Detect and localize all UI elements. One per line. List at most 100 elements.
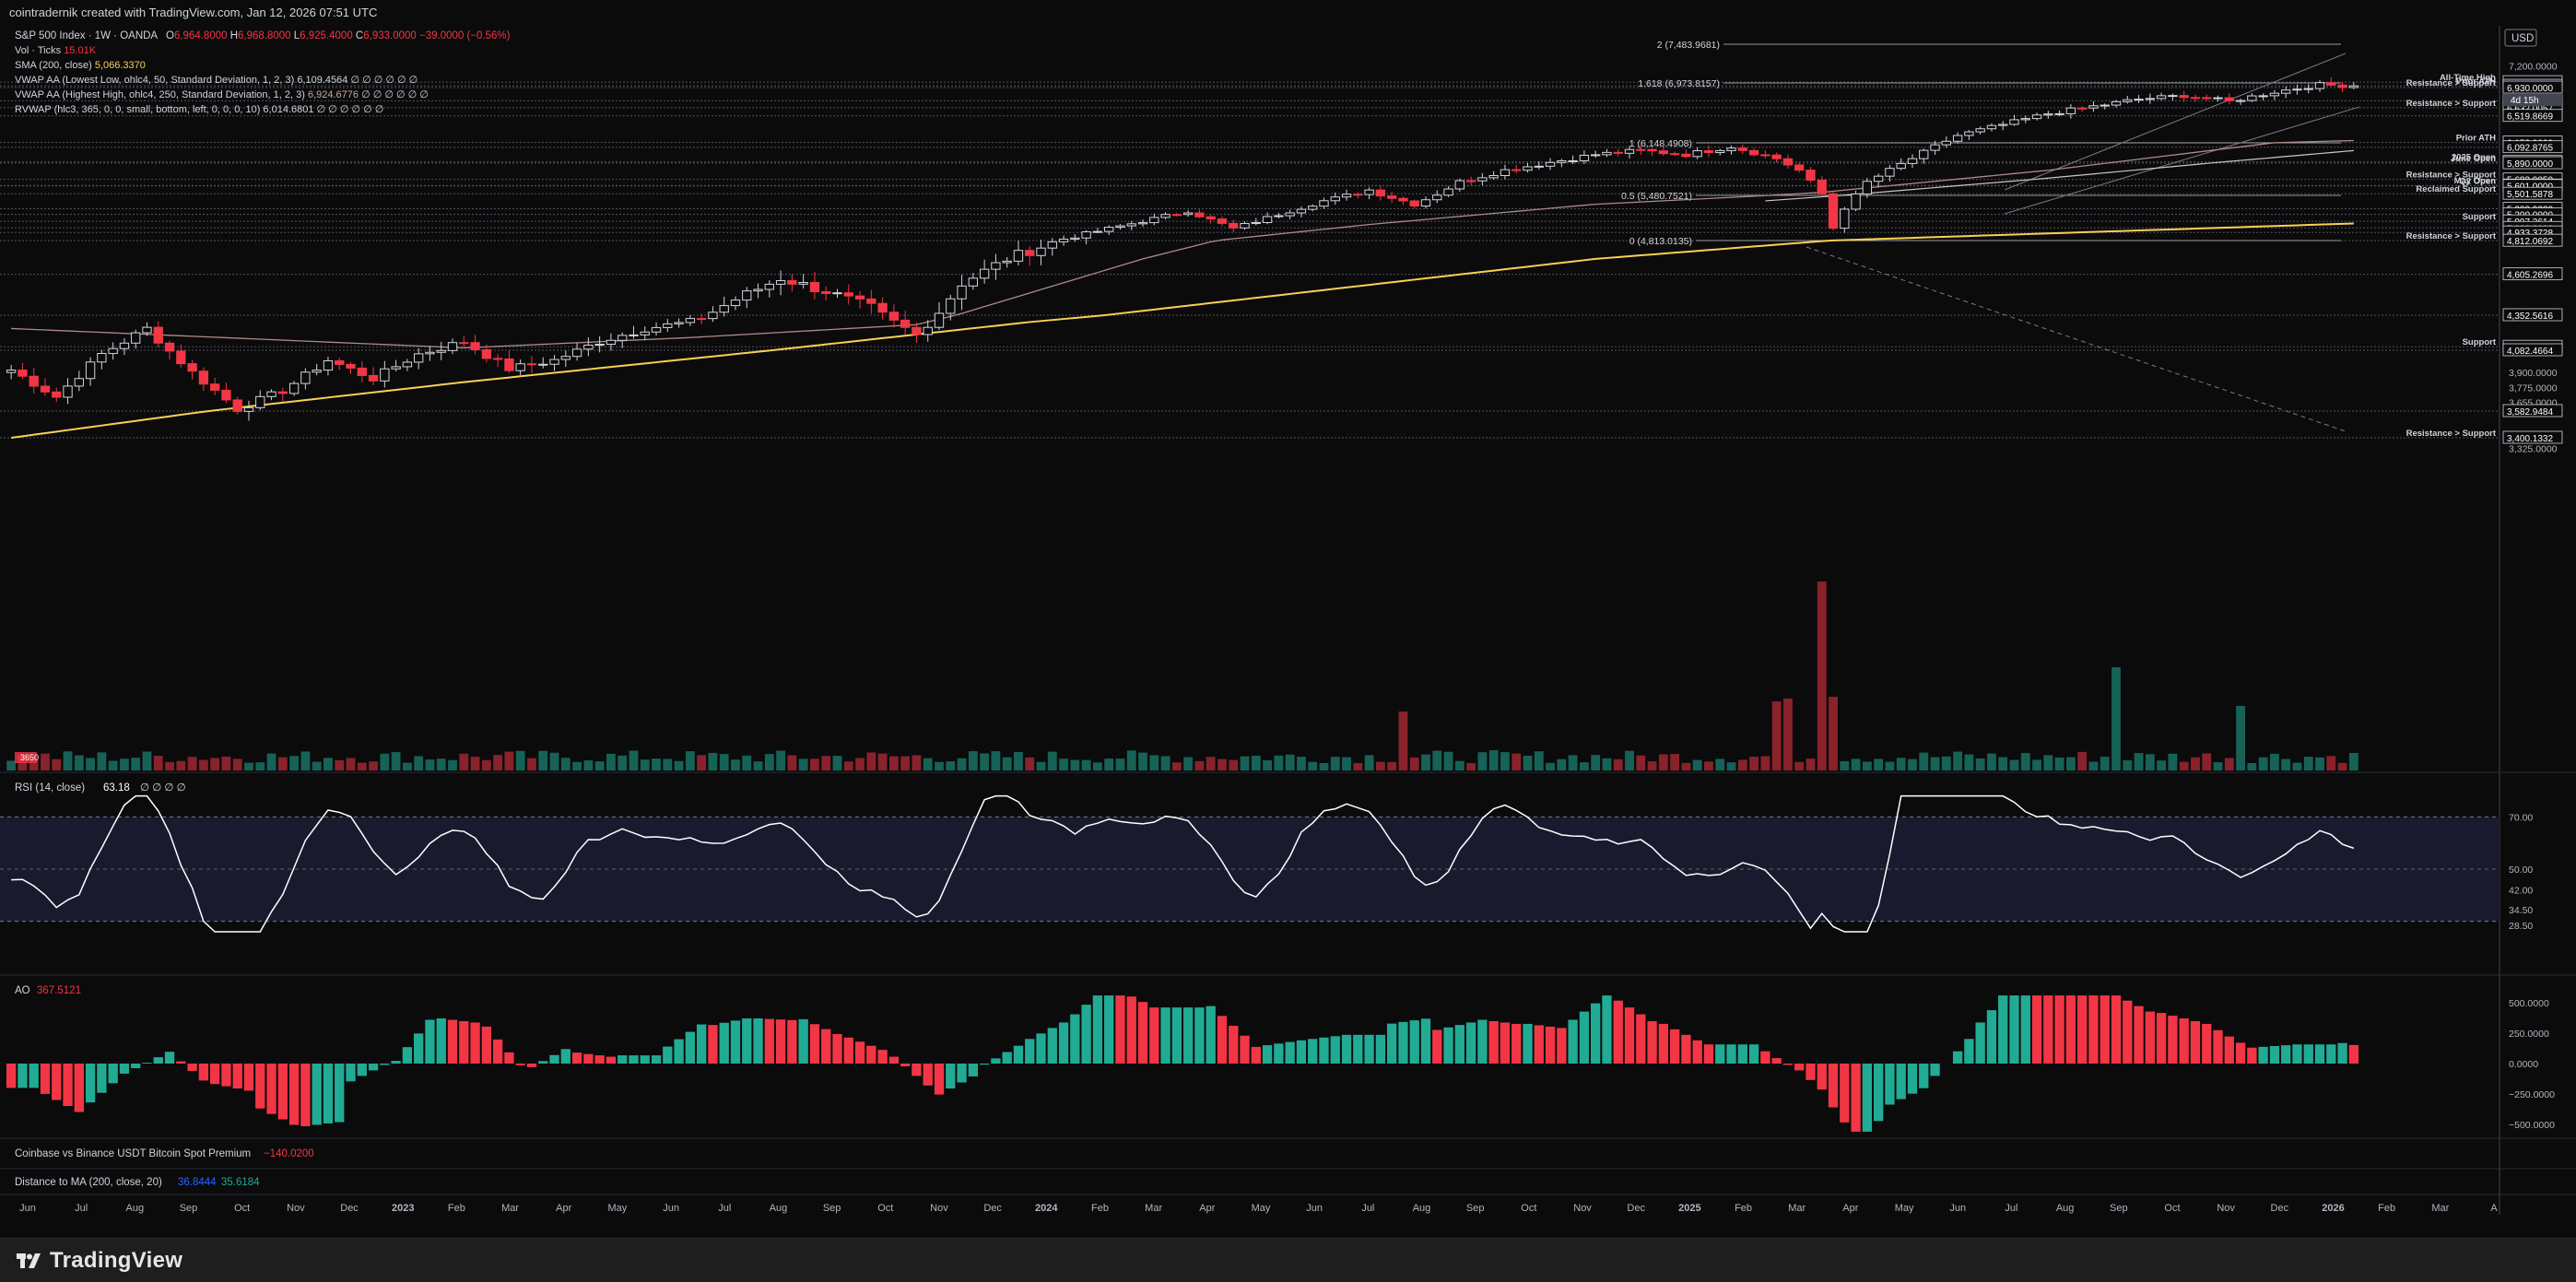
candle-body bbox=[1149, 217, 1159, 224]
candle-body bbox=[934, 312, 945, 328]
volume-bar bbox=[2258, 757, 2268, 770]
legend-indicator: VWAP AA (Lowest Low, ohlc4, 50, Standard… bbox=[15, 75, 418, 86]
candle-body bbox=[2314, 82, 2325, 89]
ao-bar bbox=[1274, 1043, 1284, 1064]
candle-body bbox=[300, 371, 311, 384]
ao-bar bbox=[210, 1064, 220, 1085]
candle-body bbox=[243, 406, 254, 412]
volume-bar bbox=[877, 753, 888, 770]
volume-bar bbox=[1896, 758, 1906, 770]
legend-indicator-name: Vol · Ticks bbox=[15, 45, 64, 56]
volume-bar bbox=[2145, 754, 2155, 770]
ao-bar bbox=[6, 1064, 17, 1088]
ao-bar bbox=[40, 1064, 51, 1094]
candle-body bbox=[63, 385, 73, 398]
ao-bar bbox=[1104, 995, 1114, 1064]
volume-bar bbox=[515, 750, 525, 770]
ao-bar bbox=[2168, 1016, 2178, 1064]
volume-bar bbox=[2236, 706, 2245, 770]
candle-body bbox=[1171, 214, 1182, 217]
countdown-box bbox=[2503, 93, 2562, 107]
ao-bar bbox=[232, 1064, 242, 1088]
channel-lower bbox=[2004, 106, 2360, 215]
candle-body bbox=[2213, 97, 2223, 100]
distance-title: Distance to MA (200, close, 20) bbox=[15, 1177, 162, 1188]
volume-bar bbox=[855, 758, 865, 770]
candle-body bbox=[594, 344, 605, 347]
ao-bar bbox=[2326, 1044, 2336, 1064]
volume-bar bbox=[86, 758, 96, 770]
volume-bar bbox=[1171, 762, 1182, 770]
candle-body bbox=[131, 332, 141, 344]
volume-bar bbox=[1579, 762, 1589, 770]
candle-body bbox=[1443, 188, 1453, 196]
volume-bar bbox=[1862, 761, 1872, 770]
ao-bar bbox=[1647, 1020, 1657, 1064]
volume-bar bbox=[1308, 761, 1318, 770]
volume-bar bbox=[606, 753, 616, 770]
candle-body bbox=[1726, 147, 1736, 151]
level-price-label: 6,519.8669 bbox=[2507, 112, 2553, 123]
time-tick: Jul bbox=[2005, 1203, 2017, 1214]
candle-body bbox=[97, 353, 107, 363]
candle-body bbox=[1907, 158, 1918, 164]
candle-body bbox=[708, 312, 718, 320]
level-label: May Open bbox=[2454, 176, 2497, 186]
candle-body bbox=[1104, 227, 1114, 232]
candle-body bbox=[323, 359, 334, 371]
ao-bar bbox=[1353, 1034, 1363, 1064]
ao-bar bbox=[696, 1024, 707, 1064]
chart-area[interactable]: All-Time High Prior ATH Resistance > Suppo… bbox=[0, 26, 2576, 1238]
volume-bar bbox=[1817, 582, 1827, 770]
ao-bar bbox=[1817, 1064, 1827, 1090]
ao-bar bbox=[198, 1064, 209, 1081]
ao-bar bbox=[255, 1064, 265, 1109]
volume-bar bbox=[618, 755, 628, 770]
fib-label: 1 (6,148.4908) bbox=[1629, 138, 1692, 149]
legend-indicator-dots: ∅ ∅ ∅ ∅ ∅ ∅ bbox=[350, 75, 418, 86]
time-tick: Dec bbox=[340, 1203, 359, 1214]
level-price-label: 4,812.0692 bbox=[2507, 237, 2553, 247]
ohlc-key: O bbox=[166, 30, 174, 41]
legend-indicator-value: 6,924.6776 bbox=[308, 89, 361, 100]
candle-body bbox=[2077, 107, 2088, 110]
ao-bar bbox=[1930, 1064, 1940, 1076]
candle-body bbox=[335, 359, 345, 365]
volume-bars: 3650 bbox=[6, 582, 2358, 770]
volume-bar bbox=[1297, 757, 1306, 770]
candle-body bbox=[560, 356, 570, 360]
time-tick: Nov bbox=[1573, 1203, 1592, 1214]
ao-bar bbox=[640, 1055, 650, 1064]
candle-body bbox=[1364, 189, 1374, 195]
volume-bar bbox=[1443, 751, 1453, 770]
level-label: Resistance > Support bbox=[2406, 99, 2497, 109]
time-tick: May bbox=[1895, 1203, 1914, 1214]
candle-body bbox=[1115, 225, 1125, 229]
level-label: All-Time High bbox=[2440, 73, 2496, 83]
volume-bar bbox=[1500, 752, 1510, 770]
currency-button[interactable] bbox=[2504, 29, 2537, 47]
candle-body bbox=[2326, 82, 2336, 86]
volume-bar bbox=[120, 759, 129, 770]
ao-bar bbox=[1737, 1044, 1747, 1064]
candle-body bbox=[1262, 216, 1273, 224]
tradingview-brand[interactable]: TradingView bbox=[17, 1248, 182, 1274]
ao-bar bbox=[821, 1029, 831, 1064]
ao-bar bbox=[900, 1064, 911, 1066]
ao-bar bbox=[1851, 1064, 1861, 1132]
volume-bar bbox=[221, 756, 231, 770]
time-tick: Apr bbox=[1199, 1203, 1215, 1214]
ao-bar bbox=[1715, 1044, 1725, 1064]
volume-bar bbox=[1092, 762, 1102, 770]
candle-body bbox=[1771, 154, 1782, 159]
candle-body bbox=[2202, 97, 2212, 100]
volume-bar bbox=[2213, 762, 2223, 770]
created-by-text: cointradernik created with TradingView.c… bbox=[9, 6, 378, 19]
candles bbox=[6, 76, 2359, 421]
rsi-tick: 70.00 bbox=[2509, 812, 2533, 823]
time-tick: A bbox=[2490, 1203, 2498, 1214]
candle-body bbox=[2123, 99, 2133, 102]
ao-bar bbox=[504, 1052, 514, 1064]
price-tick: 3,900.0000 bbox=[2509, 368, 2558, 379]
